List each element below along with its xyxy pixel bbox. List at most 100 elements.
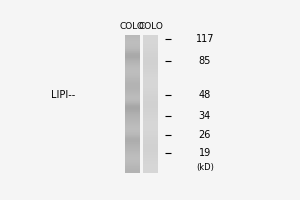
Bar — [125, 114, 140, 115]
Bar — [125, 42, 140, 43]
Bar — [143, 165, 158, 166]
Bar — [143, 131, 158, 132]
Bar — [125, 60, 140, 61]
Bar — [125, 56, 140, 57]
Bar — [125, 120, 140, 121]
Bar — [125, 93, 140, 94]
Bar — [143, 91, 158, 92]
Bar — [143, 100, 158, 101]
Bar — [143, 92, 158, 93]
Bar — [143, 83, 158, 84]
Bar — [125, 122, 140, 123]
Bar — [125, 138, 140, 139]
Bar — [125, 147, 140, 148]
Bar — [143, 46, 158, 47]
Bar — [143, 164, 158, 165]
Bar — [125, 104, 140, 105]
Bar — [125, 102, 140, 103]
Bar — [143, 45, 158, 46]
Bar — [125, 117, 140, 118]
Bar — [143, 156, 158, 157]
Bar — [125, 118, 140, 119]
Bar — [143, 47, 158, 48]
Bar — [143, 44, 158, 45]
Bar — [125, 89, 140, 90]
Bar — [125, 112, 140, 113]
Bar — [143, 82, 158, 83]
Bar — [143, 53, 158, 54]
Bar — [143, 102, 158, 103]
Bar — [125, 123, 140, 124]
Bar — [125, 151, 140, 152]
Bar — [125, 160, 140, 161]
Bar — [143, 142, 158, 143]
Bar — [125, 69, 140, 70]
Bar — [125, 136, 140, 137]
Bar — [125, 145, 140, 146]
Bar — [125, 77, 140, 78]
Bar — [143, 118, 158, 119]
Bar — [143, 115, 158, 116]
Bar — [125, 40, 140, 41]
Bar — [125, 97, 140, 98]
Bar — [143, 129, 158, 130]
Bar — [143, 139, 158, 140]
Bar — [125, 75, 140, 76]
Bar — [143, 96, 158, 97]
Bar — [143, 143, 158, 144]
Bar — [125, 150, 140, 151]
Bar — [125, 166, 140, 167]
Bar — [125, 51, 140, 52]
Bar — [143, 95, 158, 96]
Bar — [125, 36, 140, 37]
Bar — [125, 121, 140, 122]
Bar — [125, 96, 140, 97]
Bar — [143, 124, 158, 125]
Bar — [143, 55, 158, 56]
Bar — [143, 114, 158, 115]
Bar — [143, 58, 158, 59]
Bar — [125, 53, 140, 54]
Bar — [143, 167, 158, 168]
Bar — [125, 162, 140, 163]
Bar — [143, 151, 158, 152]
Bar — [143, 117, 158, 118]
Bar — [143, 50, 158, 51]
Bar — [125, 88, 140, 89]
Text: LIPI--: LIPI-- — [52, 90, 76, 100]
Bar — [125, 164, 140, 165]
Bar — [143, 119, 158, 120]
Bar — [143, 109, 158, 110]
Bar — [125, 78, 140, 79]
Bar — [143, 88, 158, 89]
Bar — [125, 149, 140, 150]
Text: COLO: COLO — [120, 22, 145, 31]
Bar — [125, 38, 140, 39]
Bar — [125, 157, 140, 158]
Bar — [125, 44, 140, 45]
Bar — [125, 131, 140, 132]
Bar — [125, 172, 140, 173]
Text: 19: 19 — [199, 148, 211, 158]
Text: 34: 34 — [199, 111, 211, 121]
Bar — [125, 98, 140, 99]
Bar — [143, 136, 158, 137]
Bar — [125, 161, 140, 162]
Bar — [125, 91, 140, 92]
Bar — [125, 103, 140, 104]
Bar — [143, 41, 158, 42]
Bar — [125, 79, 140, 80]
Bar — [143, 149, 158, 150]
Bar — [143, 48, 158, 49]
Bar — [125, 154, 140, 155]
Bar — [125, 139, 140, 140]
Bar — [143, 90, 158, 91]
Bar — [143, 158, 158, 159]
Bar — [143, 57, 158, 58]
Bar — [125, 143, 140, 144]
Bar — [125, 109, 140, 110]
Text: 26: 26 — [199, 130, 211, 140]
Bar — [143, 111, 158, 112]
Bar — [125, 45, 140, 46]
Bar — [143, 134, 158, 135]
